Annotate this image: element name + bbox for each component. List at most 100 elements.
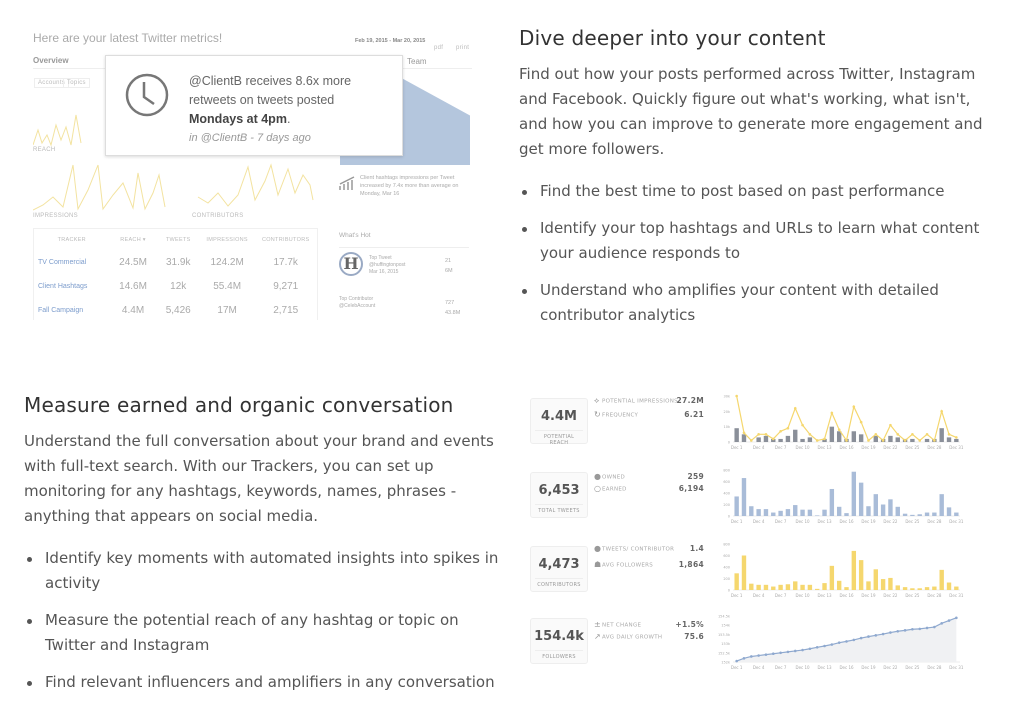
x-tick-label: Dec 4 xyxy=(753,445,765,450)
data-point xyxy=(815,439,819,442)
tab-team[interactable]: Team xyxy=(407,57,427,66)
bar xyxy=(946,437,952,442)
bar xyxy=(749,506,754,516)
cell: 17.7k xyxy=(273,257,298,268)
x-tick-label: Dec 31 xyxy=(949,593,964,598)
bar xyxy=(807,509,813,516)
y-tick-label: 800 xyxy=(723,469,730,473)
tracker-link[interactable]: Client Hashtags xyxy=(38,283,88,290)
bar xyxy=(946,582,952,590)
y-tick-label: 0 xyxy=(728,515,730,519)
label-contributors: CONTRIBUTORS xyxy=(192,213,244,219)
top-tweet-info: Top Tweet @huffingtonpost Mar 16, 2015 xyxy=(369,255,406,275)
x-tick-label: Dec 16 xyxy=(839,593,854,598)
bar xyxy=(807,437,813,442)
col-header[interactable]: TWEETS xyxy=(165,236,191,243)
users-icon: ● xyxy=(594,544,602,553)
chip-accounts[interactable]: Accounts xyxy=(34,78,70,88)
data-point xyxy=(867,635,870,638)
data-point xyxy=(823,644,826,648)
col-header[interactable]: CONTRIBUTORS xyxy=(261,236,310,243)
bar xyxy=(800,509,805,516)
x-tick-label: Dec 4 xyxy=(753,665,765,670)
bar xyxy=(932,512,937,516)
tracker-link[interactable]: Fall Campaign xyxy=(38,306,84,314)
data-point xyxy=(845,439,848,442)
bar xyxy=(917,588,922,590)
x-tick-label: Dec 10 xyxy=(796,519,811,524)
table-row[interactable]: TV Commercial 24.5M 31.9k 124.2M 17.7k xyxy=(34,251,318,275)
bar xyxy=(800,438,805,442)
stat-row-contributors: 4,473 CONTRIBUTORS ●TWEETS/ CONTRIBUTOR 1.… xyxy=(530,540,970,612)
bar xyxy=(924,587,930,590)
bar xyxy=(954,586,959,590)
cell: 12k xyxy=(170,281,187,292)
series-line xyxy=(736,395,957,442)
col-header[interactable]: IMPRESSIONS xyxy=(206,236,248,243)
tracker-link[interactable]: TV Commercial xyxy=(38,259,87,266)
data-point xyxy=(918,439,922,442)
bar xyxy=(815,588,820,590)
bar xyxy=(785,509,791,516)
bar xyxy=(785,435,791,442)
data-point xyxy=(771,437,775,441)
data-point xyxy=(750,655,753,658)
x-tick-label: Dec 16 xyxy=(839,665,854,670)
cell: 2,715 xyxy=(273,304,299,316)
bar xyxy=(822,509,827,516)
bar xyxy=(836,431,842,442)
bar xyxy=(858,482,864,516)
data-point xyxy=(779,651,782,655)
data-point xyxy=(933,625,936,629)
data-point xyxy=(903,629,907,632)
y-tick-label: 0 xyxy=(728,441,730,445)
x-tick-label: Dec 25 xyxy=(905,519,920,524)
y-tick-label: 153.5k xyxy=(718,633,731,637)
table-row[interactable]: Client Hashtags 14.6M 12k 55.4M 9,271 xyxy=(34,275,318,299)
bar xyxy=(771,586,776,590)
data-point xyxy=(881,632,885,636)
bar xyxy=(756,437,761,442)
col-header[interactable]: TRACKER xyxy=(57,236,86,243)
print-button[interactable]: print xyxy=(456,45,470,51)
x-tick-label: Dec 13 xyxy=(817,519,832,524)
bar xyxy=(939,569,944,590)
bar xyxy=(778,510,783,516)
bar xyxy=(910,588,915,590)
x-tick-label: Dec 25 xyxy=(905,445,920,450)
x-tick-label: Dec 19 xyxy=(861,445,876,450)
bar xyxy=(749,583,754,590)
stat-box: 6,453 TOTAL TWEETS xyxy=(530,472,588,518)
x-tick-label: Dec 7 xyxy=(775,445,787,450)
bar xyxy=(910,438,915,442)
bar xyxy=(866,506,871,516)
cell: 14.6M xyxy=(119,281,147,292)
date-range[interactable]: Feb 19, 2015 - Mar 20, 2015 xyxy=(355,38,426,44)
table-row[interactable]: Fall Campaign 4.4M 5,426 17M 2,715 xyxy=(34,299,318,321)
x-tick-label: Dec 13 xyxy=(817,665,832,670)
chip-topics[interactable]: Topics xyxy=(63,78,90,88)
tab-overview[interactable]: Overview xyxy=(33,56,69,65)
stat-label: CONTRIBUTORS xyxy=(535,578,583,588)
data-point xyxy=(925,433,929,436)
data-point xyxy=(735,394,738,398)
data-point xyxy=(933,439,936,442)
metric-row: ☗AVG FOLLOWERS 1,864 xyxy=(594,560,704,569)
bar xyxy=(793,429,798,442)
bar xyxy=(763,584,769,590)
bar xyxy=(954,512,959,516)
bar xyxy=(756,509,761,516)
bar xyxy=(902,587,908,590)
bar xyxy=(829,426,835,442)
list-item: Measure the potential reach of any hasht… xyxy=(24,608,504,658)
col-header[interactable]: REACH ▾ xyxy=(120,236,146,243)
plus-minus-icon: ± xyxy=(594,620,602,629)
pdf-button[interactable]: pdf xyxy=(434,45,444,51)
popup-message: @ClientB receives 8.6x more retweets on t… xyxy=(189,74,352,126)
stat-value: 6,453 xyxy=(538,483,580,498)
data-point xyxy=(947,433,951,436)
bar xyxy=(822,438,827,442)
bar xyxy=(844,513,849,516)
metric-row: ↗AVG DAILY GROWTH 75.6 xyxy=(594,632,704,641)
x-tick-label: Dec 7 xyxy=(775,593,787,598)
